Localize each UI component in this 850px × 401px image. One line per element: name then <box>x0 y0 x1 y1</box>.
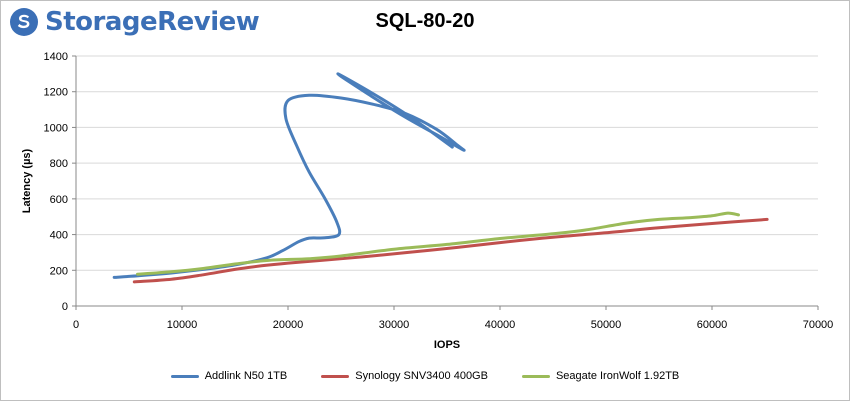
legend-swatch <box>521 374 550 378</box>
series-line-2 <box>132 217 769 284</box>
tick-labels: 0 200 400 600 800 1000 1200 1400 0 10000 20000 3000… <box>44 51 834 331</box>
legend-item-3: Seagate IronWolf 1.92TB <box>521 370 680 382</box>
legend-label: Synology SNV3400 400GB <box>355 370 488 382</box>
series-lines <box>112 72 769 284</box>
x-tick-label: 0 <box>73 319 79 331</box>
y-tick-label: 1400 <box>44 51 68 63</box>
y-tick-label: 400 <box>50 230 68 242</box>
x-tick-label: 30000 <box>379 319 410 331</box>
y-axis-label: Latency (µs) <box>21 148 33 213</box>
x-tick-label: 70000 <box>803 319 834 331</box>
x-tick-label: 60000 <box>697 319 728 331</box>
series-line-1 <box>112 72 466 279</box>
brand-logo: StorageReview <box>8 6 260 38</box>
y-tick-label: 600 <box>50 194 68 206</box>
grid-lines <box>76 55 818 271</box>
y-tick-label: 0 <box>62 301 68 313</box>
x-axis-label: IOPS <box>434 339 460 351</box>
legend-label: Addlink N50 1TB <box>204 370 288 382</box>
y-tick-label: 200 <box>50 265 68 277</box>
chart-title: SQL-80-20 <box>375 10 475 32</box>
axes <box>72 55 819 310</box>
x-tick-label: 10000 <box>167 319 198 331</box>
legend-item-2: Synology SNV3400 400GB <box>321 370 488 382</box>
storage-review-logo-icon <box>10 8 38 36</box>
legend-swatch <box>321 374 350 378</box>
legend-item-1: Addlink N50 1TB <box>170 370 288 382</box>
series-line-3 <box>136 211 740 276</box>
legend-swatch <box>170 374 199 378</box>
x-tick-label: 20000 <box>273 319 304 331</box>
y-tick-label: 800 <box>50 158 68 170</box>
x-tick-label: 40000 <box>485 319 516 331</box>
y-tick-label: 1200 <box>44 87 68 99</box>
logo-text: StorageReview <box>45 7 260 37</box>
y-tick-label: 1000 <box>44 122 68 134</box>
x-tick-label: 50000 <box>591 319 622 331</box>
legend: Addlink N50 1TB Synology SNV3400 400GB Sea… <box>0 370 850 382</box>
legend-label: Seagate IronWolf 1.92TB <box>555 370 680 382</box>
